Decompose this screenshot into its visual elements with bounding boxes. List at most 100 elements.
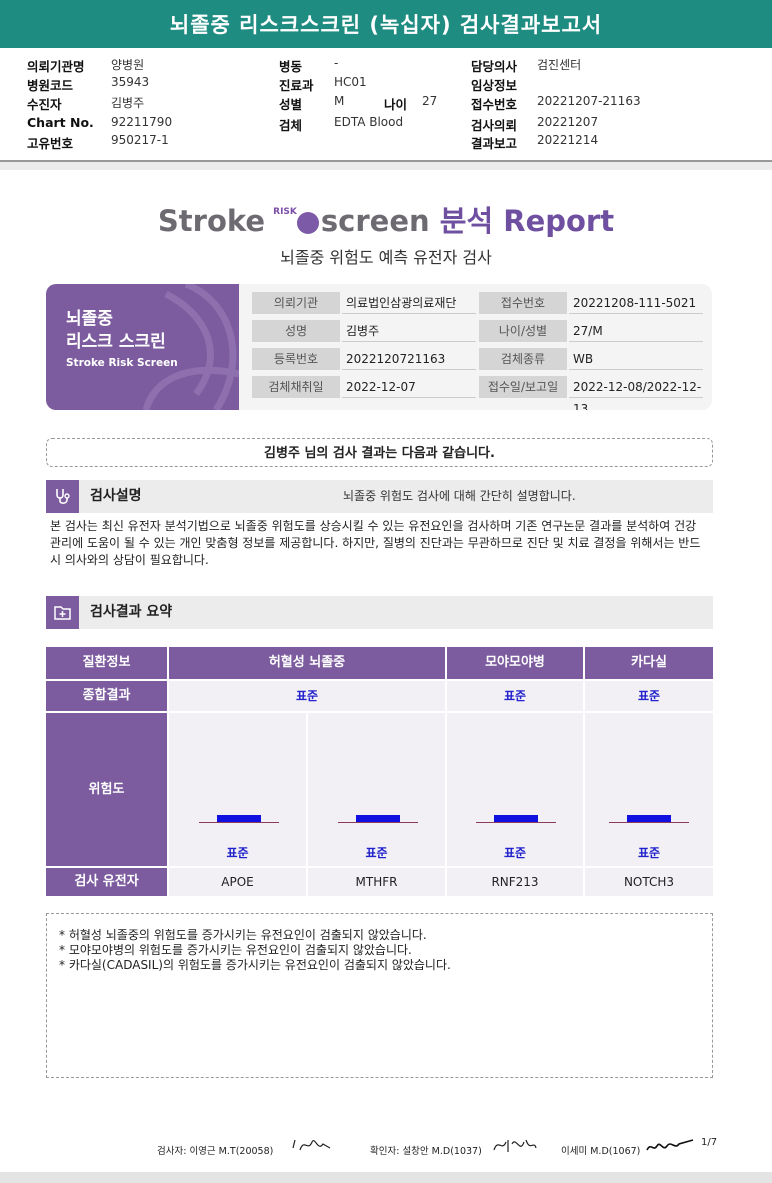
card-label: 접수일/보고일 — [479, 376, 567, 398]
th-disease-name: 카다실 — [585, 647, 713, 679]
hdr-label: 임상정보 — [471, 78, 518, 93]
brand-title: Stroke RISK screen 분석 Report — [0, 198, 772, 240]
section-desc: 뇌졸중 위험도 검사에 대해 간단히 설명합니다. — [343, 489, 576, 503]
card-label: 의뢰기관 — [252, 292, 340, 314]
brand-stroke: Stroke — [157, 204, 266, 238]
gauge-bar — [217, 815, 261, 822]
patient-header: 의뢰기관명 양병원 병동 - 담당의사 검진센터 병원코드 35943 진료과 HC01 … — [0, 50, 772, 162]
hdr-value: 김병주 — [111, 96, 145, 110]
card-value: 2022120721163 — [342, 348, 476, 370]
hdr-label: 접수번호 — [471, 97, 518, 112]
brand-risk: RISK — [273, 207, 297, 217]
th-disease: 질환정보 — [46, 647, 167, 679]
note-line: * 허혈성 뇌졸중의 위험도를 증가시키는 유전요인이 검출되지 않았습니다. — [59, 928, 427, 942]
brand-report: Report — [503, 204, 615, 238]
hdr-label: 의뢰기관명 — [27, 59, 85, 74]
card-value: 20221208-111-5021 — [569, 292, 703, 314]
th-risk: 위험도 — [46, 713, 167, 866]
card-label: 접수번호 — [479, 292, 567, 314]
card-value: 27/M — [569, 320, 703, 342]
tester-signature-icon — [292, 1139, 331, 1151]
gene-name: NOTCH3 — [585, 868, 713, 896]
card-brand-panel: 뇌졸중 리스크 스크린 Stroke Risk Screen — [46, 284, 239, 410]
divider — [0, 162, 772, 170]
gauge-baseline — [609, 822, 689, 823]
overall-result: 표준 — [585, 681, 713, 711]
gauge-baseline — [338, 822, 418, 823]
card-value: WB — [569, 348, 703, 370]
brand-screen: screen — [320, 204, 430, 238]
confirmer-signature-icon — [493, 1139, 537, 1152]
hdr-label: 진료과 — [279, 78, 314, 93]
card-title-2: 리스크 스크린 — [66, 332, 166, 352]
risk-label: 표준 — [365, 846, 388, 860]
card-value: 김병주 — [342, 320, 476, 342]
card-title-1: 뇌졸중 — [66, 309, 113, 329]
card-label: 등록번호 — [252, 348, 340, 370]
hdr-label: 성별 — [279, 97, 303, 112]
bottom-band — [0, 1172, 772, 1183]
card-value: 2022-12-07 — [342, 376, 476, 398]
decor-swirl-icon — [142, 284, 239, 410]
hdr-value: 20221214 — [537, 133, 599, 147]
risk-cell: 표준 — [169, 713, 306, 866]
stethoscope-icon — [46, 480, 79, 513]
patient-card: 뇌졸중 리스크 스크린 Stroke Risk Screen 의뢰기관 의료법인… — [46, 284, 712, 410]
brand-kor: 분석 — [439, 204, 494, 238]
hdr-value: 35943 — [111, 75, 150, 89]
gauge-baseline — [199, 822, 279, 823]
gene-name: APOE — [169, 868, 306, 896]
th-disease-name: 허혈성 뇌졸중 — [169, 647, 445, 679]
hdr-label: 검체 — [279, 118, 303, 133]
hdr-value: - — [334, 56, 339, 70]
report-title: 뇌졸중 리스크스크린 (녹십자) 검사결과보고서 — [169, 13, 603, 37]
risk-cell: 표준 — [585, 713, 713, 866]
risk-label: 표준 — [226, 846, 249, 860]
risk-cell: 표준 — [308, 713, 445, 866]
tester-info: 검사자: 이영근 M.T(20058) — [157, 1146, 274, 1157]
note-line: * 카다실(CADASIL)의 위험도를 증가시키는 유전요인이 검출되지 않았… — [59, 958, 451, 972]
hdr-label: 병원코드 — [27, 78, 74, 93]
hdr-label: 검사의뢰 — [471, 118, 518, 133]
hdr-value: EDTA Blood — [334, 115, 404, 129]
card-title-en: Stroke Risk Screen — [66, 357, 178, 369]
card-value: 2022-12-08/2022-12-13 — [569, 376, 703, 410]
page-number: 1/7 — [701, 1137, 718, 1148]
th-gene: 검사 유전자 — [46, 868, 167, 896]
page-subtitle: 뇌졸중 위험도 예측 유전자 검사 — [280, 248, 492, 267]
test-description: 본 검사는 최신 유전자 분석기법으로 뇌졸중 위험도를 상승시킬 수 있는 유… — [50, 519, 701, 567]
section-summary: 검사결과 요약 — [46, 596, 713, 629]
result-notes: * 허혈성 뇌졸중의 위험도를 증가시키는 유전요인이 검출되지 않았습니다. … — [46, 913, 713, 1078]
hdr-value: 20221207-21163 — [537, 94, 641, 108]
card-value: 의료법인삼광의료재단 — [342, 292, 476, 314]
result-notice: 김병주 님의 검사 결과는 다음과 같습니다. — [46, 438, 713, 467]
overall-result: 표준 — [447, 681, 583, 711]
section-description: 검사설명 뇌졸중 위험도 검사에 대해 간단히 설명합니다. — [46, 480, 713, 513]
gauge-baseline — [476, 822, 556, 823]
hdr-label: 나이 — [384, 97, 408, 112]
th-disease-name: 모야모야병 — [447, 647, 583, 679]
hdr-label: 고유번호 — [27, 136, 74, 151]
th-overall: 종합결과 — [46, 681, 167, 711]
gene-name: RNF213 — [447, 868, 583, 896]
confirmer-info: 확인자: 설창안 M.D(1037) — [370, 1146, 482, 1157]
hdr-label: Chart No. — [27, 115, 94, 130]
gauge-bar — [356, 815, 400, 822]
doctor-info: 이세미 M.D(1067) — [561, 1146, 641, 1157]
hdr-value: HC01 — [334, 75, 367, 89]
gauge-bar — [494, 815, 538, 822]
gauge-bar — [627, 815, 671, 822]
hdr-value: 950217-1 — [111, 133, 169, 147]
hdr-value: 20221207 — [537, 115, 599, 129]
hdr-label: 결과보고 — [471, 136, 518, 151]
hdr-label: 병동 — [279, 59, 303, 74]
section-title: 검사설명 — [90, 488, 142, 504]
risk-label: 표준 — [503, 846, 527, 860]
card-label: 검체종류 — [479, 348, 567, 370]
hdr-value: 검진센터 — [537, 58, 582, 72]
hdr-value: M — [334, 94, 345, 108]
risk-label: 표준 — [637, 846, 661, 860]
overall-result: 표준 — [169, 681, 445, 711]
brand-logo-icon — [296, 212, 319, 234]
report-banner: 뇌졸중 리스크스크린 (녹십자) 검사결과보고서 — [0, 0, 772, 48]
